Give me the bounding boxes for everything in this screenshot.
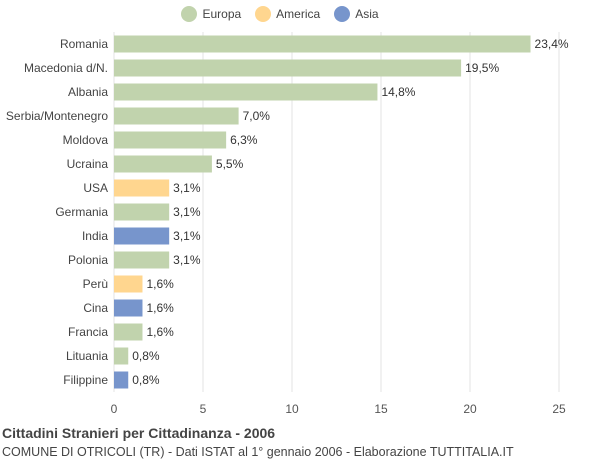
x-tick-label: 20: [463, 402, 477, 416]
x-tick-label: 5: [200, 402, 207, 416]
value-label: 7,0%: [243, 109, 271, 123]
bar: [114, 59, 462, 77]
value-label: 1,6%: [146, 277, 174, 291]
category-label: Romania: [60, 37, 108, 51]
value-label: 3,1%: [173, 205, 201, 219]
value-label: 1,6%: [146, 325, 174, 339]
bar: [114, 155, 212, 173]
bar: [114, 131, 227, 149]
value-label: 0,8%: [132, 373, 160, 387]
chart-footer-subtitle: COMUNE DI OTRICOLI (TR) - Dati ISTAT al …: [2, 445, 514, 459]
bar: [114, 107, 239, 125]
value-label: 3,1%: [173, 181, 201, 195]
legend-swatch-asia: [334, 6, 351, 22]
bar: [114, 323, 143, 341]
category-label: Polonia: [68, 253, 108, 267]
category-label: Moldova: [63, 133, 109, 147]
legend-item-europa[interactable]: Europa: [181, 6, 241, 22]
category-label: Germania: [55, 205, 108, 219]
bar-chart: 0 5 10 15 20 25 Romania 23,4% Macedonia d/N. 19,5…: [6, 32, 569, 416]
bar: [114, 275, 143, 293]
bar: [114, 35, 531, 53]
bar: [114, 347, 129, 365]
bar: [114, 251, 170, 269]
legend-label-europa: Europa: [202, 7, 242, 21]
category-label: Perù: [83, 277, 108, 291]
category-label: Cina: [83, 301, 108, 315]
bar: [114, 371, 129, 389]
bar: [114, 203, 170, 221]
bar: [114, 299, 143, 317]
x-tick-label: 0: [111, 402, 118, 416]
category-label: Serbia/Montenegro: [6, 109, 108, 123]
x-tick-label: 25: [552, 402, 566, 416]
legend-label-america: America: [276, 7, 321, 21]
category-label: Lituania: [66, 349, 108, 363]
value-label: 14,8%: [381, 85, 415, 99]
bar: [114, 227, 170, 245]
category-label: Macedonia d/N.: [24, 61, 108, 75]
value-label: 3,1%: [173, 253, 201, 267]
value-label: 3,1%: [173, 229, 201, 243]
legend-swatch-america: [255, 6, 272, 22]
category-label: India: [82, 229, 108, 243]
x-tick-label: 10: [285, 402, 299, 416]
category-label: Albania: [68, 85, 108, 99]
bar: [114, 83, 378, 101]
category-label: Filippine: [63, 373, 108, 387]
legend-item-america[interactable]: America: [255, 6, 320, 22]
legend-item-asia[interactable]: Asia: [334, 6, 379, 22]
legend-label-asia: Asia: [355, 7, 379, 21]
value-label: 6,3%: [230, 133, 258, 147]
value-label: 0,8%: [132, 349, 160, 363]
x-tick-label: 15: [374, 402, 388, 416]
category-label: Francia: [68, 325, 108, 339]
value-label: 5,5%: [216, 157, 244, 171]
value-label: 1,6%: [146, 301, 174, 315]
category-label: Ucraina: [67, 157, 109, 171]
category-label: USA: [83, 181, 108, 195]
value-label: 23,4%: [535, 37, 569, 51]
chart-footer-title: Cittadini Stranieri per Cittadinanza - 2…: [2, 425, 276, 441]
bar: [114, 179, 170, 197]
legend-swatch-europa: [181, 6, 198, 22]
legend: Europa America Asia: [0, 6, 560, 22]
value-label: 19,5%: [465, 61, 499, 75]
